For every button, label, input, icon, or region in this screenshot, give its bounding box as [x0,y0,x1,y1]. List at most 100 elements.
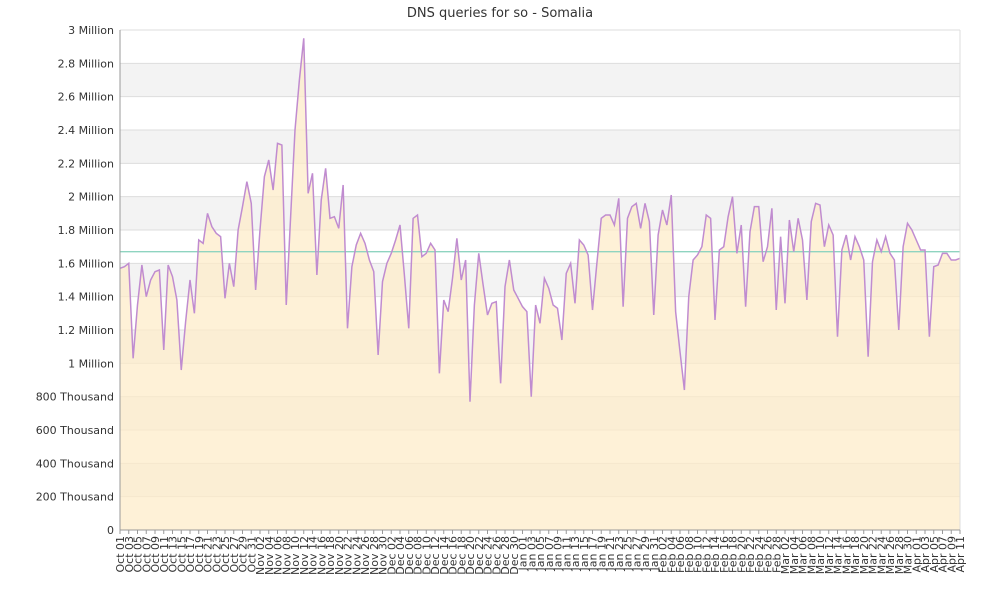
x-tick-label: Mar 12 [823,536,836,574]
y-tick-label: 800 Thousand [36,391,114,404]
x-tick-label: Dec 26 [490,536,503,575]
x-tick-label: Jan 19 [595,536,608,571]
x-tick-label: Mar 30 [902,536,915,574]
x-tick-label: Oct 15 [175,536,188,573]
x-tick-label: Dec 08 [412,536,425,575]
x-tick-label: Dec 14 [438,536,451,575]
x-tick-label: Jan 17 [587,536,600,571]
x-tick-label: Nov 28 [368,536,381,575]
x-tick-label: Nov 20 [333,536,346,575]
x-tick-label: Jan 31 [648,536,661,571]
y-tick-label: 600 Thousand [36,424,114,437]
x-tick-label: Nov 02 [254,536,267,575]
y-tick-label: 3 Million [68,24,114,37]
x-tick-label: Mar 02 [779,536,792,574]
x-tick-label: Jan 01 [517,536,530,571]
x-tick-label: Mar 14 [832,536,845,574]
y-tick-label: 1.4 Million [58,291,114,304]
x-tick-label: Nov 26 [359,536,372,575]
queries-series-line [119,38,961,402]
y-tick-label: 1.2 Million [58,324,114,337]
x-tick-label: Nov 24 [350,536,363,575]
x-tick-label: Oct 11 [158,536,171,573]
x-tick-label: Mar 28 [893,536,906,574]
x-tick-label: Oct 25 [219,536,232,573]
x-tick-label: Dec 20 [464,536,477,575]
x-tick-label: Mar 08 [805,536,818,574]
x-tick-label: Feb 14 [709,536,722,573]
x-tick-label: Nov 16 [315,536,328,575]
x-tick-label: Jan 15 [578,536,591,571]
x-tick-label: Mar 18 [849,536,862,574]
x-tick-label: Jan 07 [543,536,556,571]
x-tick-label: Apr 05 [928,536,941,573]
x-tick-label: Feb 20 [735,536,748,573]
x-tick-label: Feb 02 [657,536,670,573]
y-tick-label: 2.8 Million [58,57,114,70]
x-tick-label: Mar 06 [797,536,810,574]
x-tick-label: Feb 04 [665,536,678,573]
x-tick-label: Jan 13 [569,536,582,571]
y-tick-label: 1.6 Million [58,257,114,270]
x-tick-label: Feb 12 [700,536,713,573]
x-tick-label: Dec 02 [385,536,398,575]
y-tick-label: 2 Million [68,191,114,204]
x-tick-label: Mar 22 [867,536,880,574]
x-tick-label: Nov 22 [342,536,355,575]
x-tick-label: Dec 18 [455,536,468,575]
x-tick-label: Nov 06 [272,536,285,575]
x-tick-label: Dec 30 [508,536,521,575]
x-tick-label: Dec 10 [420,536,433,575]
x-tick-label: Nov 14 [307,536,320,575]
x-tick-label: Oct 19 [193,536,206,573]
x-tick-label: Feb 18 [727,536,740,573]
x-tick-label: Mar 04 [788,536,801,574]
x-tick-label: Apr 07 [937,536,950,573]
x-tick-label: Mar 20 [858,536,871,574]
x-tick-label: Nov 08 [280,536,293,575]
y-axis: 0 200 Thousand 400 Thousand 600 Thousand 800… [36,24,114,537]
y-tick-label: 1.8 Million [58,224,114,237]
x-tick-label: Jan 09 [552,536,565,571]
grid-band [120,130,960,164]
x-tick-label: Oct 17 [184,536,197,573]
x-tick-label: Feb 24 [753,536,766,573]
x-tick-label: Jan 03 [525,536,538,571]
x-tick-label: Oct 27 [228,536,241,573]
x-tick-label: Feb 16 [718,536,731,573]
y-tick-label: 400 Thousand [36,457,114,470]
x-tick-label: Jan 25 [622,536,635,571]
x-tick-label: Feb 22 [744,536,757,573]
x-tick-label: Feb 26 [762,536,775,573]
x-tick-label: Apr 09 [945,536,958,573]
x-tick-label: Mar 10 [814,536,827,574]
x-tick-label: Feb 08 [683,536,696,573]
x-tick-label: Feb 10 [692,536,705,573]
x-tick-label: Mar 26 [884,536,897,574]
x-tick-label: Oct 31 [245,536,258,573]
x-tick-label: Dec 16 [447,536,460,575]
x-tick-label: Nov 12 [298,536,311,575]
x-tick-label: Jan 27 [630,536,643,571]
grid-band [120,63,960,97]
x-tick-label: Oct 07 [140,536,153,573]
x-tick-label: Feb 06 [674,536,687,573]
x-tick-label: Oct 21 [202,536,215,573]
x-tick-label: Mar 16 [840,536,853,574]
x-tick-label: Mar 24 [875,536,888,574]
x-tick-label: Dec 04 [394,536,407,575]
y-tick-label: 2.2 Million [58,157,114,170]
x-tick-label: Dec 12 [429,536,442,575]
x-tick-label: Nov 18 [324,536,337,575]
x-tick-label: Oct 03 [123,536,136,573]
x-tick-label: Jan 21 [604,536,617,571]
x-tick-label: Oct 23 [210,536,223,573]
x-tick-label: Oct 13 [167,536,180,573]
x-tick-label: Nov 30 [377,536,390,575]
x-tick-label: Jan 11 [560,536,573,571]
x-tick-label: Oct 09 [149,536,162,573]
x-tick-label: Dec 22 [473,536,486,575]
chart-title: DNS queries for so - Somalia [407,6,593,21]
